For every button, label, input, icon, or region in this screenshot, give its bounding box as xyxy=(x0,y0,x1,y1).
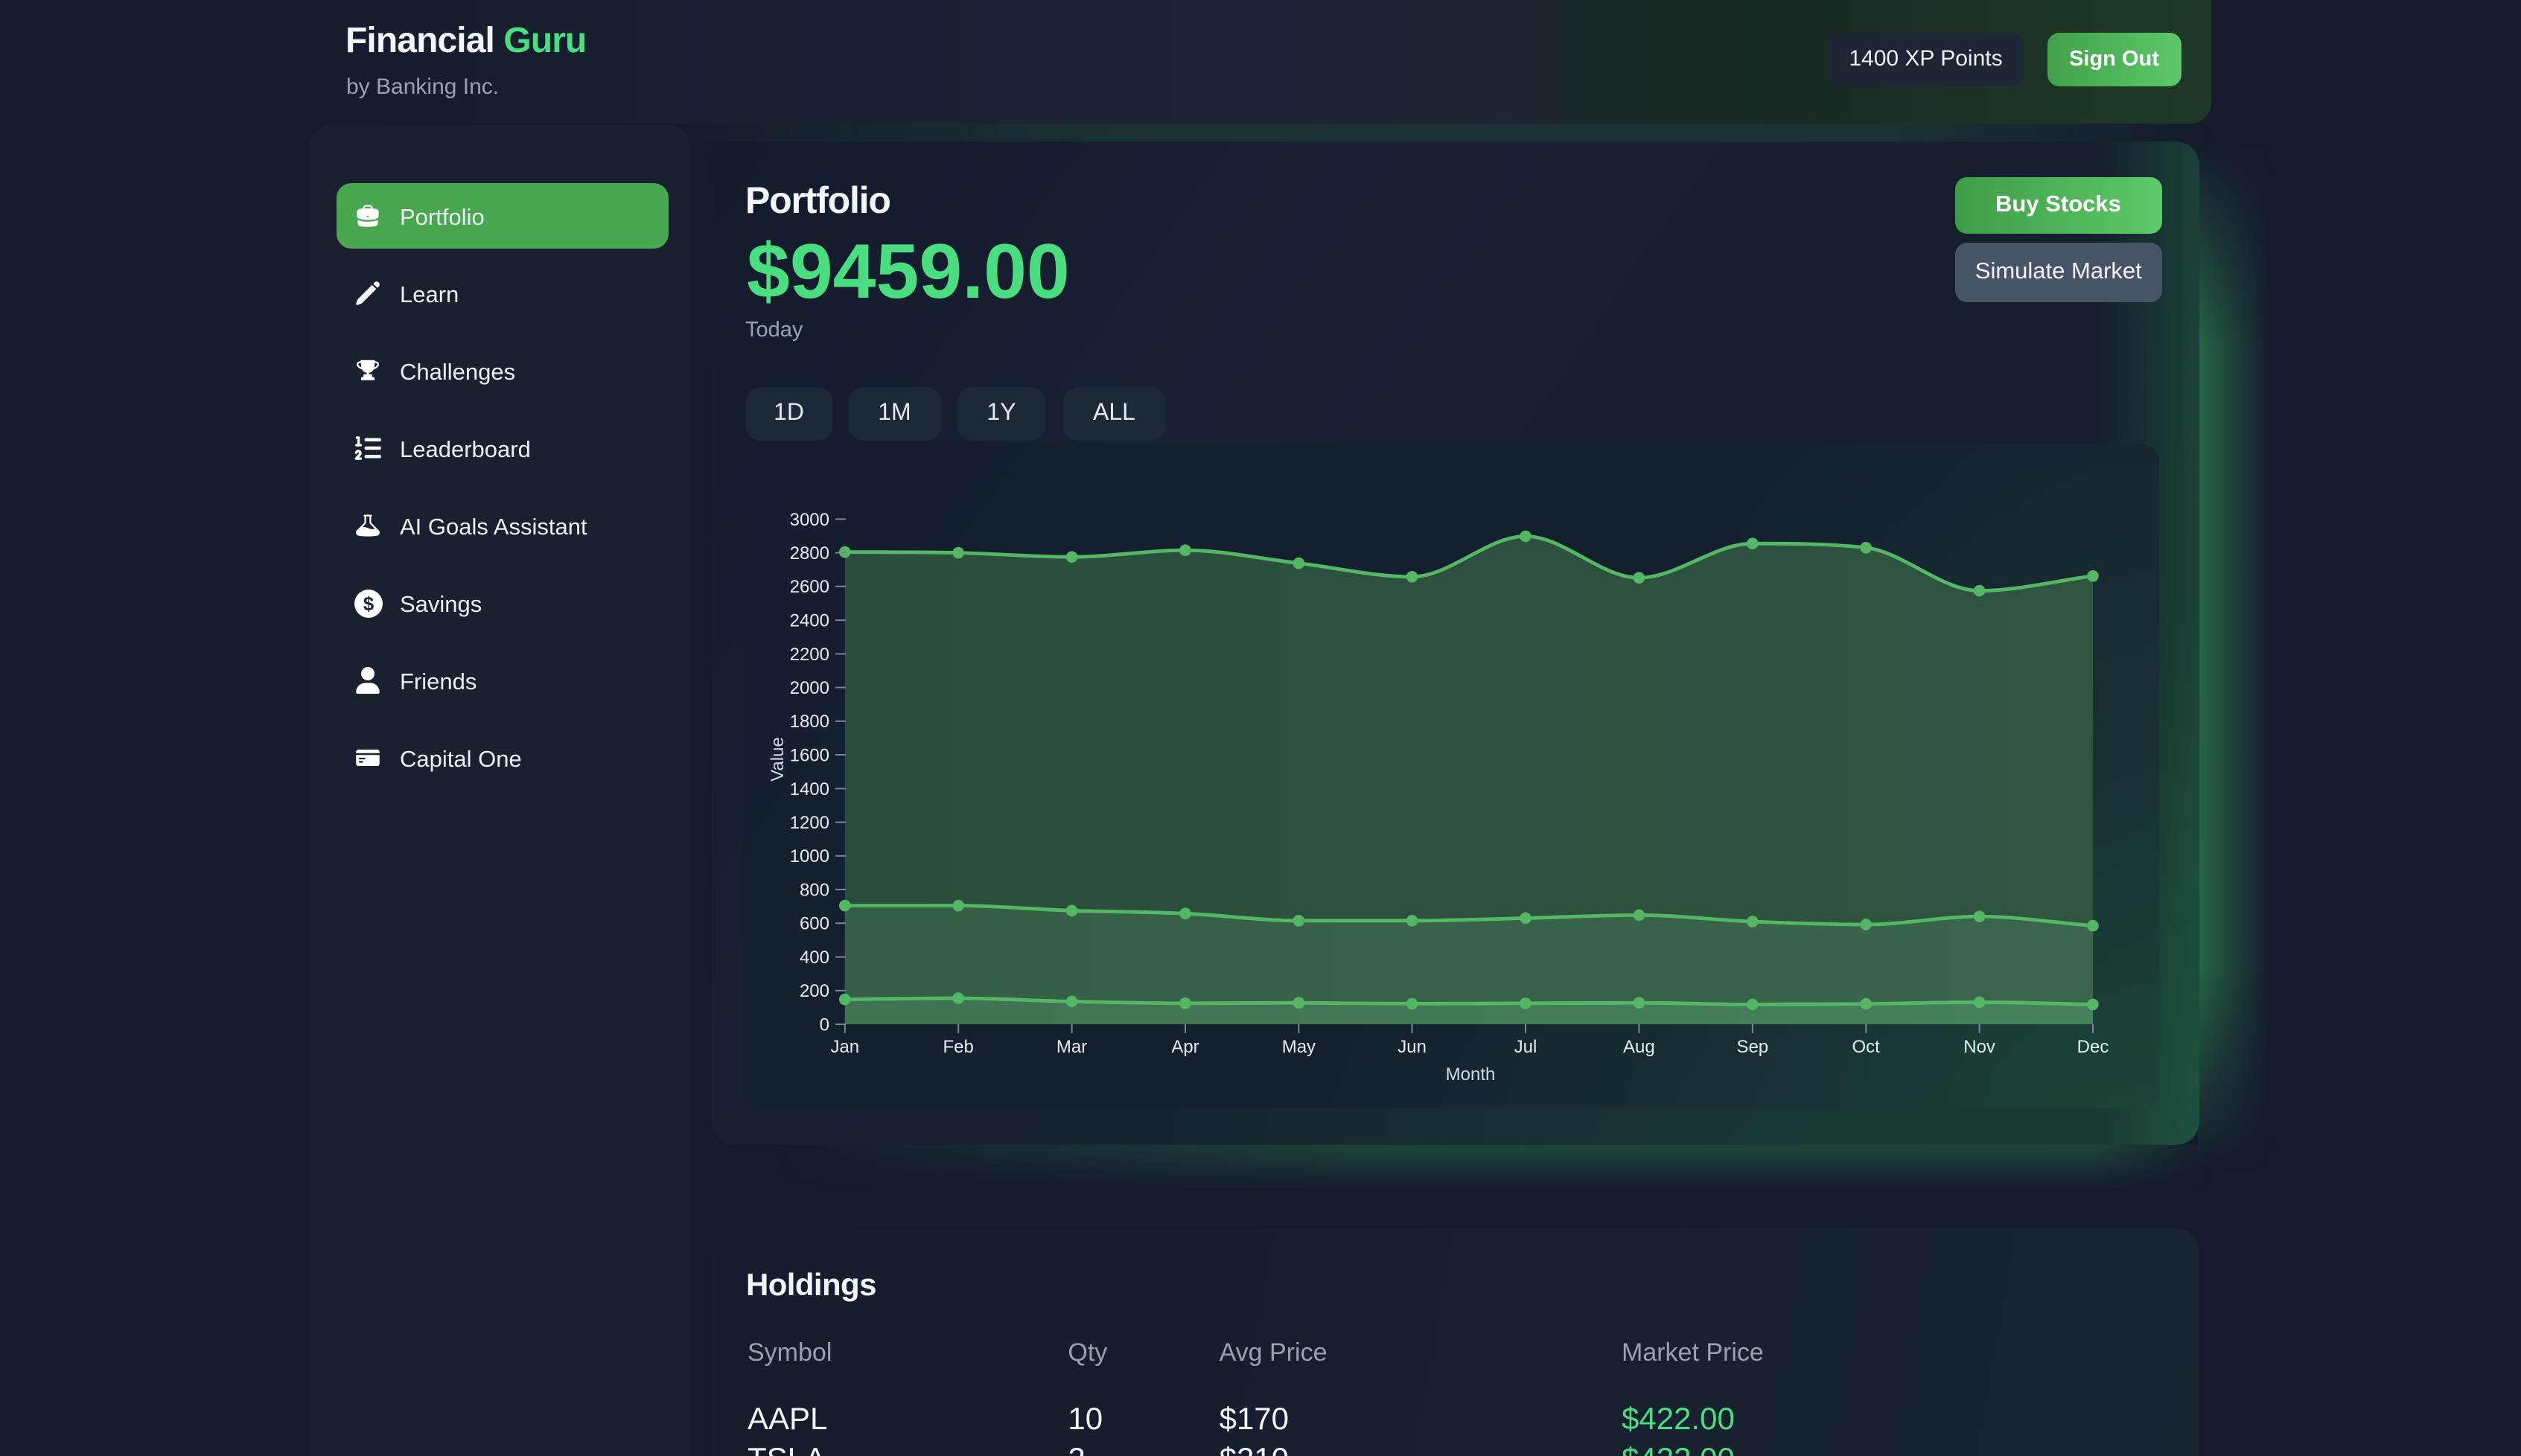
svg-text:2800: 2800 xyxy=(790,543,829,563)
svg-text:Jul: Jul xyxy=(1514,1037,1537,1057)
svg-text:1400: 1400 xyxy=(790,779,829,799)
svg-text:2400: 2400 xyxy=(790,611,829,631)
svg-text:Value: Value xyxy=(768,737,788,782)
svg-text:1000: 1000 xyxy=(790,846,829,866)
svg-text:1600: 1600 xyxy=(790,745,829,765)
svg-text:Jan: Jan xyxy=(830,1037,859,1057)
svg-text:Jun: Jun xyxy=(1397,1037,1427,1057)
svg-text:2600: 2600 xyxy=(790,577,829,597)
svg-text:2200: 2200 xyxy=(790,645,829,665)
svg-text:Aug: Aug xyxy=(1623,1037,1655,1057)
svg-text:2000: 2000 xyxy=(790,678,829,698)
svg-text:1800: 1800 xyxy=(790,712,829,732)
svg-text:400: 400 xyxy=(800,948,829,968)
svg-text:800: 800 xyxy=(800,880,829,900)
svg-text:600: 600 xyxy=(800,914,829,934)
svg-text:0: 0 xyxy=(820,1015,829,1035)
svg-text:Month: Month xyxy=(1446,1064,1496,1085)
svg-text:Sep: Sep xyxy=(1736,1037,1768,1057)
svg-text:Nov: Nov xyxy=(1963,1037,1995,1057)
svg-text:Oct: Oct xyxy=(1852,1037,1881,1057)
svg-text:200: 200 xyxy=(800,981,829,1001)
svg-text:Feb: Feb xyxy=(943,1037,974,1057)
svg-text:Mar: Mar xyxy=(1056,1037,1087,1057)
svg-text:1200: 1200 xyxy=(790,813,829,833)
svg-text:Dec: Dec xyxy=(2077,1037,2109,1057)
svg-text:$: $ xyxy=(363,593,373,614)
svg-text:Apr: Apr xyxy=(1171,1037,1199,1057)
svg-text:3000: 3000 xyxy=(790,510,829,530)
svg-text:May: May xyxy=(1282,1037,1316,1057)
